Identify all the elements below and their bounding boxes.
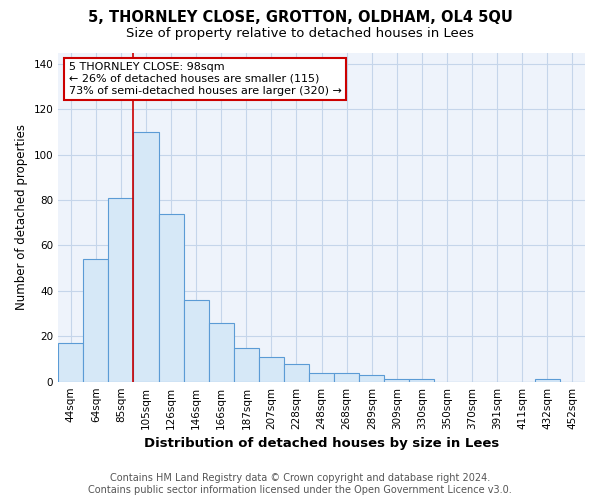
Bar (409, 380, 434, 382)
Bar (284, 364, 309, 382)
Bar (184, 300, 209, 382)
Bar (83, 259, 109, 382)
Bar (309, 372, 334, 382)
X-axis label: Distribution of detached houses by size in Lees: Distribution of detached houses by size … (144, 437, 499, 450)
Text: 5, THORNLEY CLOSE, GROTTON, OLDHAM, OL4 5QU: 5, THORNLEY CLOSE, GROTTON, OLDHAM, OL4 … (88, 10, 512, 25)
Text: Contains HM Land Registry data © Crown copyright and database right 2024.
Contai: Contains HM Land Registry data © Crown c… (88, 474, 512, 495)
Bar (158, 214, 184, 382)
Bar (58, 343, 83, 382)
Bar (234, 348, 259, 382)
Text: 5 THORNLEY CLOSE: 98sqm
← 26% of detached houses are smaller (115)
73% of semi-d: 5 THORNLEY CLOSE: 98sqm ← 26% of detache… (69, 62, 341, 96)
Bar (259, 356, 284, 382)
Bar (359, 375, 385, 382)
Bar (133, 132, 158, 382)
Bar (334, 372, 359, 382)
Bar (109, 198, 133, 382)
Y-axis label: Number of detached properties: Number of detached properties (15, 124, 28, 310)
Text: Size of property relative to detached houses in Lees: Size of property relative to detached ho… (126, 28, 474, 40)
Bar (385, 380, 409, 382)
Bar (209, 322, 234, 382)
Bar (535, 380, 560, 382)
